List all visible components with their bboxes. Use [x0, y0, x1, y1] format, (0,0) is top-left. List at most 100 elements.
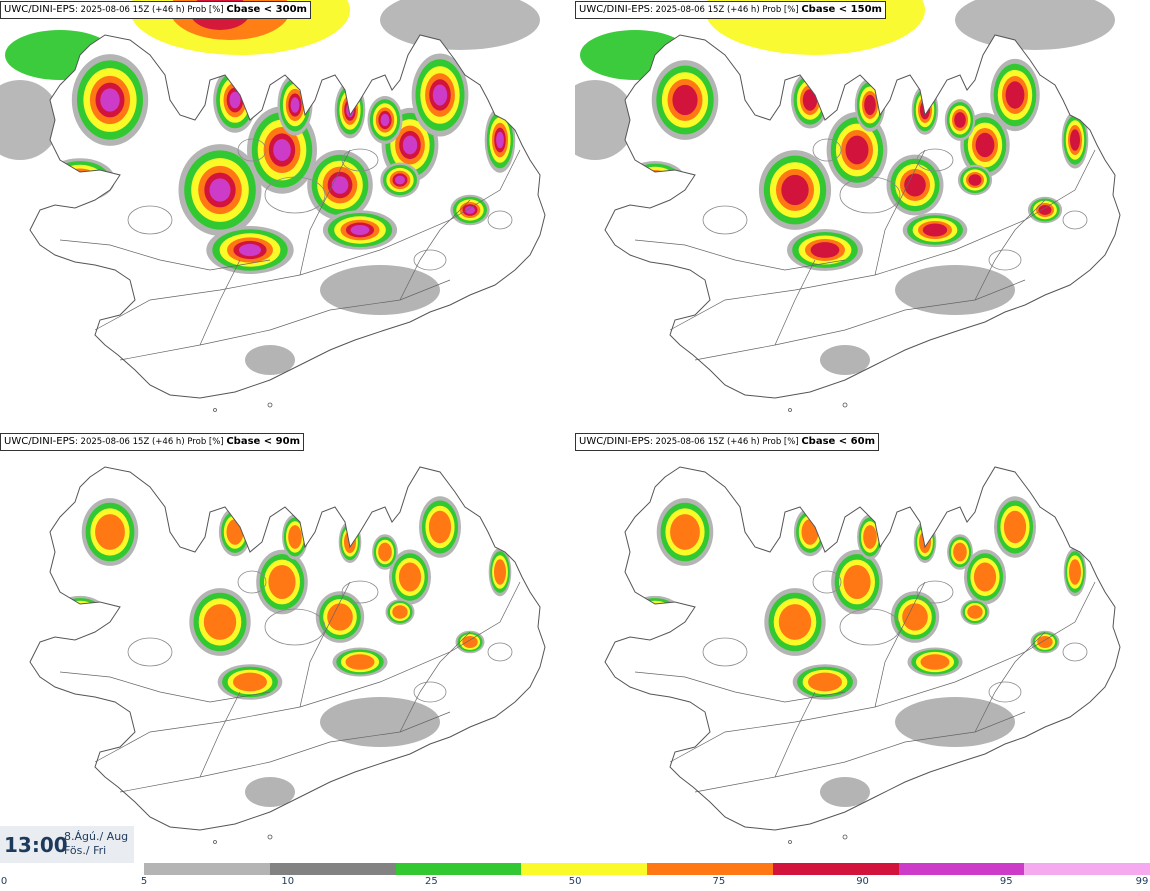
probability-area: [95, 514, 125, 550]
probability-area: [398, 562, 422, 592]
road-line: [199, 259, 241, 346]
road-line: [634, 239, 846, 271]
probability-area: [904, 173, 926, 197]
coastline: [604, 34, 1121, 399]
weekday-line: Fös./ Fri: [64, 844, 107, 857]
legend-swatch: [772, 863, 899, 875]
model-name: UWC/DINI-EPS: [4, 436, 75, 447]
island-outline: [842, 402, 848, 408]
probability-area: [380, 113, 390, 127]
road-line: [94, 149, 521, 331]
map-panel-cbase-60: UWC/DINI-EPS: 2025-08-06 15Z (+46 h) Pro…: [575, 432, 1150, 864]
legend-swatch: [395, 863, 522, 875]
probability-area: [863, 525, 877, 549]
road-line: [694, 711, 1026, 793]
probability-area: [973, 562, 997, 592]
probability-area: [344, 99, 356, 121]
glacier-outline: [127, 637, 173, 667]
panel-title: UWC/DINI-EPS: 2025-08-06 15Z (+46 h) Pro…: [575, 433, 879, 451]
probability-area: [845, 135, 869, 165]
probability-area: [639, 170, 671, 190]
probability-area: [226, 519, 244, 545]
coastline: [604, 466, 1121, 831]
road-line: [299, 581, 351, 708]
sea-probability-area: [575, 80, 635, 160]
sea-probability-area: [380, 0, 540, 50]
probability-area: [1070, 129, 1080, 151]
probability-area: [1037, 636, 1053, 648]
probability-area: [820, 345, 870, 375]
glacier-outline: [1062, 210, 1088, 230]
road-line: [119, 279, 451, 361]
color-legend-ticks: 0 5 10 25 50 75 90 95 99: [0, 876, 1150, 890]
glacier-outline: [413, 249, 447, 271]
model-name: UWC/DINI-EPS: [4, 4, 75, 15]
probability-area: [268, 565, 296, 599]
panel-title: UWC/DINI-EPS: 2025-08-06 15Z (+46 h) Pro…: [0, 1, 311, 19]
island-outline: [788, 840, 792, 844]
road-line: [694, 279, 1026, 361]
glacier-outline: [916, 148, 954, 172]
glacier-outline: [237, 138, 267, 162]
glacier-outline: [127, 205, 173, 235]
road-line: [199, 691, 241, 778]
probability-area: [229, 91, 241, 109]
probability-area: [1069, 559, 1081, 585]
probability-area: [100, 88, 120, 112]
legend-swatch: [647, 863, 773, 875]
glacier-outline: [237, 570, 267, 594]
glacier-outline: [916, 580, 954, 604]
probability-area: [953, 542, 967, 562]
run-info: 2025-08-06 15Z (+46 h) Prob [%]: [655, 5, 799, 15]
probability-area: [465, 206, 475, 214]
sea-probability-area: [0, 80, 60, 160]
road-line: [59, 671, 271, 703]
probability-area: [71, 174, 89, 186]
road-line: [119, 711, 451, 793]
run-info: 2025-08-06 15Z (+46 h) Prob [%]: [80, 437, 224, 447]
glacier-outline: [341, 580, 379, 604]
road-line: [634, 671, 846, 703]
probability-area: [288, 525, 302, 549]
run-info: 2025-08-06 15Z (+46 h) Prob [%]: [655, 437, 799, 447]
iceland-map: [575, 0, 1121, 412]
probability-area: [801, 519, 819, 545]
probability-area: [1038, 205, 1052, 215]
legend-swatch: [898, 863, 1025, 875]
probability-area: [1005, 81, 1025, 109]
map-panel-cbase-300: UWC/DINI-EPS: 2025-08-06 15Z (+46 h) Pro…: [0, 0, 575, 432]
probability-area: [209, 178, 231, 202]
map-panel-cbase-150: UWC/DINI-EPS: 2025-08-06 15Z (+46 h) Pro…: [575, 0, 1150, 432]
probability-area: [496, 131, 504, 149]
road-line: [669, 149, 1096, 331]
model-name: UWC/DINI-EPS: [579, 436, 650, 447]
island-outline: [267, 402, 273, 408]
probability-area: [808, 672, 842, 692]
probability-area: [843, 565, 871, 599]
probability-area: [975, 132, 995, 158]
parameter-label: Cbase < 90m: [226, 436, 300, 447]
road-line: [669, 581, 1096, 763]
road-line: [974, 199, 1046, 301]
iceland-map: [0, 0, 546, 412]
probability-area: [273, 139, 291, 161]
probability-area: [345, 654, 375, 670]
road-line: [874, 149, 926, 276]
road-line: [94, 581, 521, 763]
probability-area: [344, 530, 356, 554]
glacier-outline: [264, 608, 326, 646]
road-line: [399, 199, 471, 301]
glacier-outline: [988, 681, 1022, 703]
probability-area: [245, 345, 295, 375]
valid-date: 8.Ágú./ Aug Fös./ Fri: [64, 830, 128, 858]
probability-area: [922, 223, 948, 237]
probability-area: [895, 265, 1015, 315]
probability-area: [902, 603, 928, 631]
map-panel-cbase-90: UWC/DINI-EPS: 2025-08-06 15Z (+46 h) Pro…: [0, 432, 575, 864]
probability-area: [378, 542, 392, 562]
island-outline: [213, 840, 217, 844]
legend-tick-label: 5: [140, 876, 148, 887]
road-line: [974, 631, 1046, 733]
probability-area: [233, 672, 267, 692]
sea-probability-area: [955, 0, 1115, 50]
